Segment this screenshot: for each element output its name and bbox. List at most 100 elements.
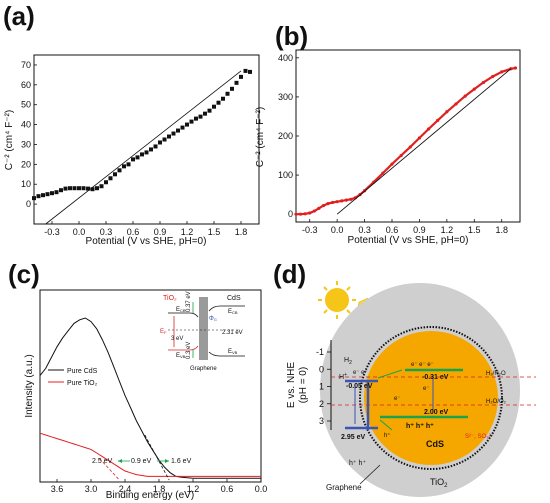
- chart-a-ytick-label: 50: [21, 100, 31, 110]
- chart-b-ytick-label: 0: [288, 209, 293, 219]
- chart-b-xtick-label: 0.9: [413, 225, 426, 235]
- series-pure-tio2: [39, 432, 261, 477]
- chart-b-point: [500, 70, 504, 74]
- chart-a-point: [221, 96, 225, 101]
- label-hplus: H+: [339, 372, 347, 381]
- chart-a-ytick-label: 0: [26, 199, 31, 209]
- chart-b-xtick-label: 0.0: [331, 225, 344, 235]
- annotation-2p5ev: 2.5 eV: [92, 458, 113, 465]
- chart-a-xtick-label: 1.5: [208, 227, 221, 237]
- chart-b-ytick-label: 200: [278, 131, 293, 141]
- chart-a-point: [50, 191, 54, 196]
- chart-a-point: [36, 194, 41, 199]
- hole-transfer-arrow: [379, 419, 393, 431]
- chart-a-xtick-label: 0.9: [154, 227, 167, 237]
- chart-a-point: [153, 144, 158, 149]
- chart-b-ytick-label: 300: [278, 92, 293, 102]
- chart-a-point: [72, 186, 77, 191]
- chart-c-xtick-label: 0.6: [221, 484, 234, 494]
- chart-b-point: [490, 74, 495, 79]
- label-h2: H2: [344, 357, 352, 366]
- chart-b-point: [312, 209, 316, 213]
- chart-a-xlabel: Potential (V vs SHE, pH=0): [86, 236, 207, 247]
- chart-b-point: [330, 200, 335, 205]
- chart-b-point: [344, 198, 348, 202]
- chart-c-xtick-label: 2.4: [119, 484, 132, 494]
- diagram-d-ytick-label: 0: [319, 364, 324, 374]
- chart-a-point: [135, 155, 140, 160]
- diagram-d-ytick-label: -1: [316, 347, 324, 357]
- chart-a-point: [180, 125, 185, 130]
- panel-letter-b: (b): [275, 21, 308, 51]
- chart-c-frame: [39, 289, 262, 483]
- label-electrons-top: e⁻ e⁻ e⁻: [411, 362, 434, 368]
- chart-b-point: [436, 118, 440, 122]
- cds-core: [364, 331, 498, 465]
- chart-b-ylabel: C⁻² (cm⁴ F⁻²): [255, 107, 266, 167]
- chart-a-point: [158, 140, 162, 145]
- label-sulfur: S²⁻, SO₃²⁻: [465, 434, 494, 440]
- chart-a-point: [212, 104, 216, 109]
- inset-offset2: 0.3 eV: [186, 342, 192, 359]
- chart-a: -0.3 0.0 0.3 0.6 0.9 1.2 1.5 1.8 0 10 20 30 40 50 60 70…: [4, 54, 260, 247]
- diagram-d-ylabel2: (pH = 0): [298, 367, 309, 403]
- chart-b-point: [463, 94, 467, 98]
- legend-label-tio2: Pure TiO₂: [67, 380, 98, 387]
- label-holes-cds: h⁺ h⁺ h⁺: [406, 423, 434, 430]
- graphene-pointer: [359, 464, 381, 485]
- chart-a-point: [86, 186, 90, 191]
- chart-a-point: [104, 180, 108, 185]
- chart-a-point: [230, 86, 234, 91]
- panel-letter-a: (a): [3, 1, 35, 31]
- chart-c-xtick-label: 0.0: [255, 484, 268, 494]
- chart-b-point: [454, 102, 458, 106]
- chart-a-point: [108, 176, 113, 181]
- chart-b-point: [417, 136, 422, 140]
- label-tio2-shell: TiO2: [430, 477, 448, 489]
- chart-a-point: [149, 147, 153, 152]
- label-e-cds-a: e⁻: [423, 386, 430, 392]
- chart-b-xtick-label: 0.6: [386, 225, 399, 235]
- inset-ecb-tio2: ECB: [176, 307, 186, 313]
- chart-a-xtick-label: 0.3: [100, 227, 113, 237]
- sun-icon: [318, 281, 356, 319]
- chart-a-point: [243, 68, 248, 73]
- label-graphene: Graphene: [326, 483, 362, 492]
- graphene-layer: [359, 326, 503, 470]
- chart-b-point: [317, 206, 321, 210]
- chart-a-point: [167, 134, 171, 139]
- chart-b-frame: [295, 49, 521, 223]
- chart-b-xtick-label: 0.3: [358, 225, 371, 235]
- chart-a-point: [185, 122, 189, 127]
- chart-a-ytick-label: 40: [21, 120, 31, 130]
- chart-a-ytick-label: 70: [21, 60, 31, 70]
- extrapolation-cds: [144, 434, 170, 481]
- inset-cds-gap: 2.31 eV: [222, 330, 243, 336]
- chart-c-ylabel: Intensity (a.u.): [24, 354, 35, 417]
- chart-a-point: [122, 164, 126, 169]
- chart-a-xtick-label: 1.2: [181, 227, 194, 237]
- inset-evb-cds: EVB: [228, 349, 238, 355]
- panel-letter-d: (d): [273, 259, 306, 289]
- chart-a-point: [131, 157, 135, 162]
- chart-b-point: [349, 197, 353, 201]
- chart-b-point: [308, 211, 312, 215]
- annotation-0p9ev: 0.9 eV: [131, 458, 152, 465]
- chart-a-point: [207, 108, 212, 113]
- chart-b: -0.3 0.0 0.3 0.6 0.9 1.2 1.5 1.8 0 100 200 300 400 P…: [255, 49, 521, 246]
- chart-c-xtick-label: 1.8: [153, 484, 166, 494]
- chart-b-point: [445, 110, 449, 114]
- inset-cds-cb: [208, 305, 245, 312]
- chart-a-point: [239, 74, 243, 79]
- chart-b-point: [513, 66, 518, 70]
- inset-graphene-label: Graphene: [190, 366, 217, 372]
- chart-c-xtick-label: 1.2: [187, 484, 200, 494]
- chart-c-xtick-label: 3.0: [85, 484, 98, 494]
- chart-c-xlabel: Binding energy (eV): [106, 490, 194, 501]
- chart-b-xtick-label: 1.5: [468, 225, 481, 235]
- chart-a-point: [162, 137, 167, 142]
- inset-band-diagram: TiO₂ CdS Graphene 3 eV ECB EVB EF ECB EV…: [160, 291, 245, 372]
- chart-b-xlabel: Potential (V vs SHE, pH=0): [348, 235, 469, 246]
- chart-b-point: [303, 212, 307, 216]
- chart-a-point: [234, 80, 239, 85]
